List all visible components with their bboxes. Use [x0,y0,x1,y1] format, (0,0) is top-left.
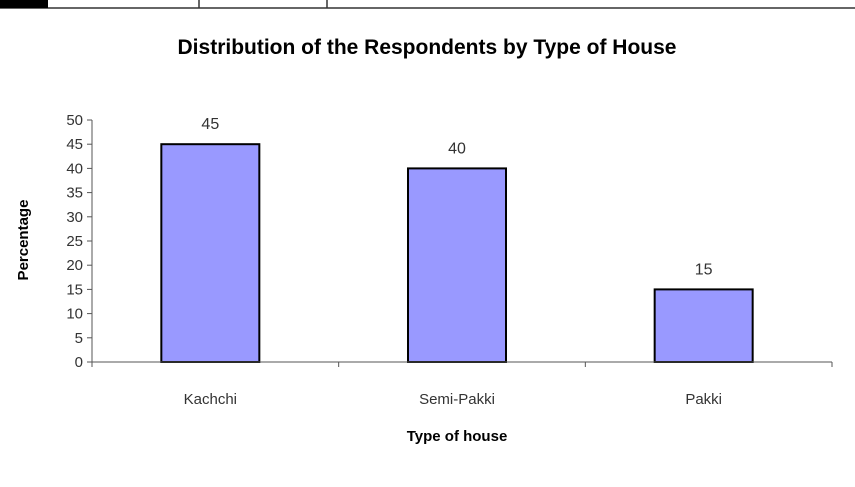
y-tick-label: 10 [66,306,83,323]
bars-group [160,143,754,363]
bar [407,167,507,363]
data-label: 45 [201,116,219,133]
category-label: Kachchi [184,391,237,408]
y-tick-label: 30 [66,209,83,226]
y-tick-label: 25 [66,233,83,250]
chart-title: Distribution of the Respondents by Type … [178,36,677,59]
category-label: Pakki [685,391,722,408]
y-tick-label: 20 [66,257,83,274]
y-axis-title: Percentage [15,200,32,281]
top-strip-dark-cell [0,0,48,8]
x-axis-title: Type of house [407,428,508,445]
bar [653,288,754,363]
y-tick-label: 45 [66,136,83,153]
top-border-strip [0,0,855,9]
axes-group [91,120,833,367]
category-label: Semi-Pakki [419,391,495,408]
bar [160,143,261,363]
y-tick-label: 50 [66,112,83,129]
y-tick-label: 15 [66,281,83,298]
y-tick-label: 40 [66,160,83,177]
data-labels-group: 45 40 15 [201,116,712,278]
top-strip-bg [0,0,855,8]
data-label: 15 [695,261,713,278]
y-tick-label: 0 [75,354,83,371]
y-tick-label: 5 [75,330,83,347]
data-label: 40 [448,140,466,157]
category-labels-group: Kachchi Semi-Pakki Pakki [184,391,722,408]
y-axis-ticks: 0 5 10 15 20 25 30 35 40 45 50 [66,112,92,371]
y-tick-label: 35 [66,185,83,202]
